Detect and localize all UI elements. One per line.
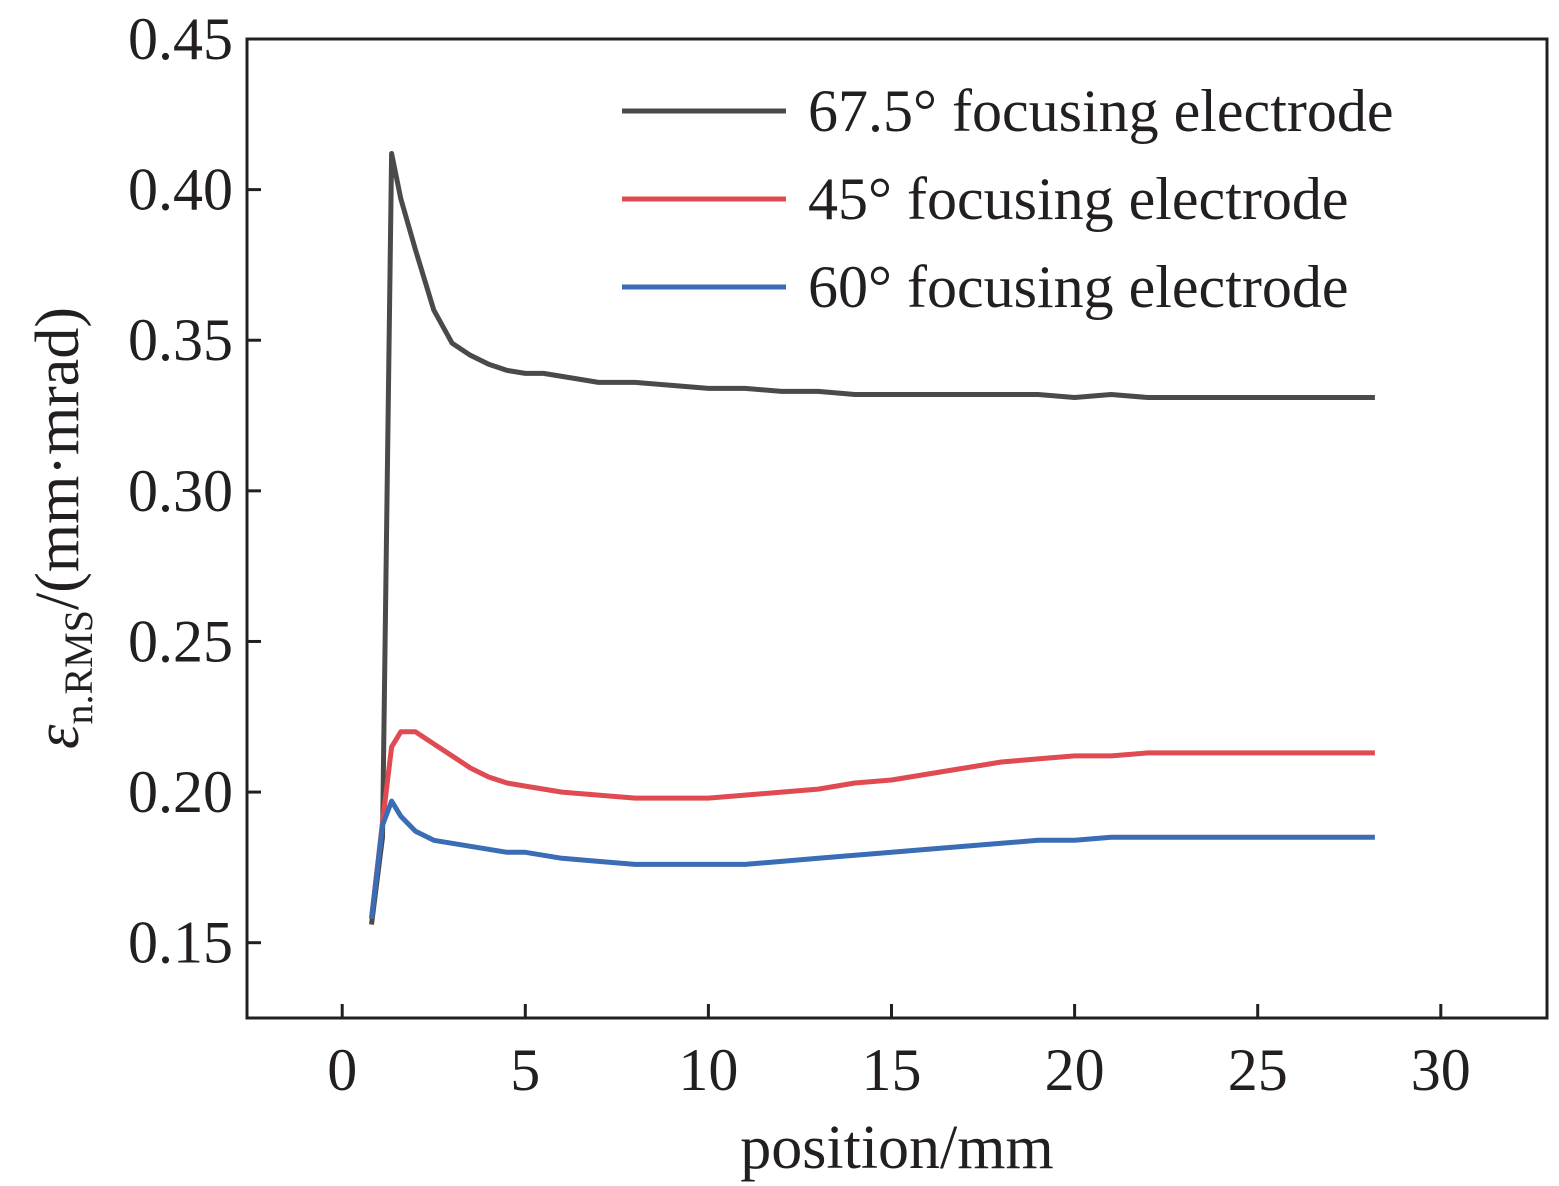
- legend-label-1: 67.5° focusing electrode: [808, 78, 1393, 144]
- legend-label-3: 60° focusing electrode: [808, 254, 1348, 320]
- x-tick-label: 10: [678, 1037, 738, 1103]
- series-line-1: [369, 151, 1375, 925]
- y-axis-unit: /(mm·mrad): [24, 307, 92, 610]
- x-tick-label: 15: [862, 1037, 922, 1103]
- series-line-2: [369, 729, 1375, 919]
- y-tick-label: 0.15: [128, 910, 233, 976]
- y-tick-label: 0.20: [128, 759, 233, 825]
- legend: 67.5° focusing electrode 45° focusing ele…: [622, 78, 1393, 320]
- y-tick-label: 0.40: [128, 157, 233, 223]
- x-axis-ticks: 0 5 10 15 20 25 30: [327, 1004, 1471, 1103]
- x-tick-label: 0: [327, 1037, 357, 1103]
- legend-label-2: 45° focusing electrode: [808, 166, 1348, 232]
- x-tick-label: 25: [1228, 1037, 1288, 1103]
- series-line-3: [369, 798, 1375, 919]
- x-tick-label: 30: [1411, 1037, 1471, 1103]
- x-tick-label: 5: [510, 1037, 540, 1103]
- x-tick-label: 20: [1045, 1037, 1105, 1103]
- y-tick-label: 0.35: [128, 307, 233, 373]
- y-axis-subscript: n.RMS: [56, 610, 101, 725]
- y-tick-label: 0.25: [128, 608, 233, 674]
- y-tick-label: 0.45: [128, 6, 233, 72]
- series-layer: [369, 151, 1375, 925]
- y-axis-symbol: ε: [24, 724, 92, 749]
- x-axis-title: position/mm: [740, 1114, 1053, 1182]
- plot-frame: [245, 37, 1549, 1020]
- y-axis-ticks: 0.15 0.20 0.25 0.30 0.35 0.40 0.45: [128, 6, 261, 976]
- y-tick-label: 0.30: [128, 458, 233, 524]
- y-axis-title: εn.RMS/(mm·mrad): [24, 307, 101, 749]
- y-axis-title-group: εn.RMS/(mm·mrad): [24, 307, 101, 749]
